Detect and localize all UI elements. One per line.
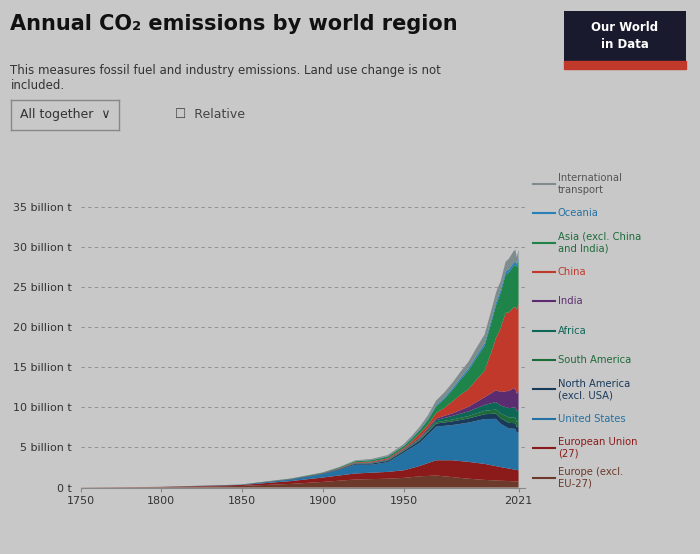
- Text: European Union
(27): European Union (27): [558, 438, 638, 459]
- Text: North America
(excl. USA): North America (excl. USA): [558, 379, 630, 400]
- Text: Europe (excl.
EU-27): Europe (excl. EU-27): [558, 467, 623, 488]
- Bar: [564, 60, 686, 69]
- Text: All together  ∨: All together ∨: [20, 109, 110, 121]
- Text: Annual CO₂ emissions by world region: Annual CO₂ emissions by world region: [10, 14, 458, 34]
- Text: Oceania: Oceania: [558, 208, 598, 218]
- Text: This measures fossil fuel and industry emissions. Land use change is not
include: This measures fossil fuel and industry e…: [10, 64, 442, 92]
- Text: ☐  Relative: ☐ Relative: [175, 108, 245, 121]
- Text: South America: South America: [558, 355, 631, 365]
- Text: Asia (excl. China
and India): Asia (excl. China and India): [558, 232, 641, 253]
- Text: India: India: [558, 296, 582, 306]
- Text: United States: United States: [558, 414, 626, 424]
- Text: Africa: Africa: [558, 326, 587, 336]
- Text: International
transport: International transport: [558, 173, 622, 194]
- Text: Our World: Our World: [592, 21, 658, 34]
- Text: China: China: [558, 267, 587, 277]
- Text: in Data: in Data: [601, 38, 649, 52]
